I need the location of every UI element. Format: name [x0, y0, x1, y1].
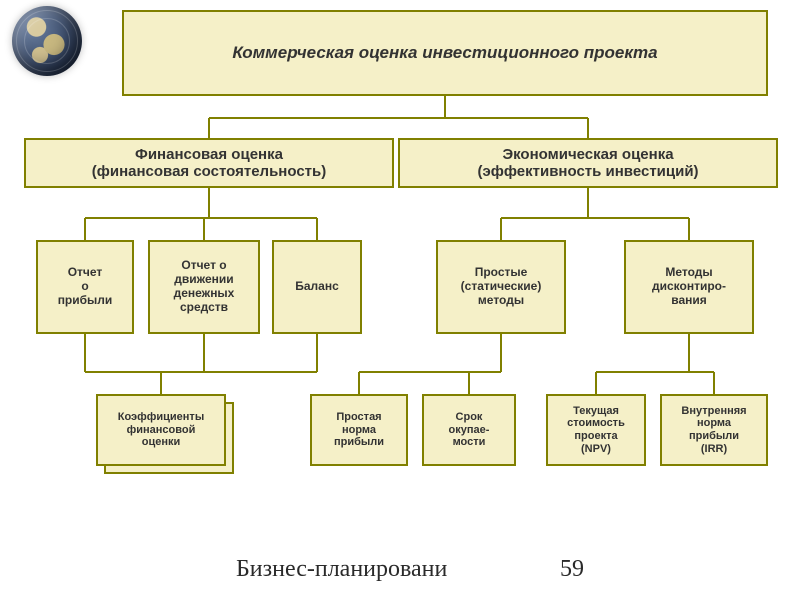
node-coef: Коэффициенты финансовой оценки: [96, 394, 226, 466]
text-line: средств: [174, 301, 235, 315]
node-simple-rate: Простая норма прибыли: [310, 394, 408, 466]
node-text: Простые (статические) методы: [461, 266, 542, 307]
text-line: вания: [652, 294, 726, 308]
text-line: дисконтиро-: [652, 280, 726, 294]
text-line: мости: [449, 436, 490, 449]
text-line: Отчет о: [174, 259, 235, 273]
text-line: норма: [334, 424, 384, 437]
text-line: Коэффициенты: [118, 411, 204, 424]
text-line: денежных: [174, 287, 235, 301]
node-text: Отчет о движении денежных средств: [174, 259, 235, 314]
text-line: (статические): [461, 280, 542, 294]
text-line: движении: [174, 273, 235, 287]
text-line: проекта: [567, 430, 625, 443]
text-line: Экономическая оценка: [477, 146, 698, 163]
node-fin-balance: Баланс: [272, 240, 362, 334]
text-line: Простые: [461, 266, 542, 280]
node-econ: Экономическая оценка (эффективность инве…: [398, 138, 778, 188]
node-fin: Финансовая оценка (финансовая состоятель…: [24, 138, 394, 188]
node-econ-static: Простые (статические) методы: [436, 240, 566, 334]
node-econ-text: Экономическая оценка (эффективность инве…: [477, 146, 698, 181]
node-fin-cash: Отчет о движении денежных средств: [148, 240, 260, 334]
text-line: методы: [461, 294, 542, 308]
text-line: (эффективность инвестиций): [477, 163, 698, 180]
text-line: прибыли: [681, 430, 746, 443]
text-line: (финансовая состоятельность): [92, 163, 326, 180]
text-line: (NPV): [567, 443, 625, 456]
node-text: Внутренняя норма прибыли (IRR): [681, 405, 746, 456]
node-text: Коэффициенты финансовой оценки: [118, 411, 204, 449]
page-number: 59: [560, 556, 584, 583]
text-line: Внутренняя: [681, 405, 746, 418]
globe-icon: [12, 6, 82, 76]
text-line: норма: [681, 417, 746, 430]
node-text: Методы дисконтиро- вания: [652, 266, 726, 307]
text-line: Финансовая оценка: [92, 146, 326, 163]
node-fin-text: Финансовая оценка (финансовая состоятель…: [92, 146, 326, 181]
node-npv: Текущая стоимость проекта (NPV): [546, 394, 646, 466]
node-text: Срок окупае- мости: [449, 411, 490, 449]
text-line: окупае-: [449, 424, 490, 437]
text-line: Текущая: [567, 405, 625, 418]
text-line: финансовой: [118, 424, 204, 437]
node-econ-discount: Методы дисконтиро- вания: [624, 240, 754, 334]
text-line: (IRR): [681, 443, 746, 456]
node-text: Отчет о прибыли: [58, 266, 113, 307]
title-text: Коммерческая оценка инвестиционного прое…: [232, 43, 657, 63]
node-payback: Срок окупае- мости: [422, 394, 516, 466]
node-text: Текущая стоимость проекта (NPV): [567, 405, 625, 456]
node-text: Простая норма прибыли: [334, 411, 384, 449]
text-line: Отчет: [58, 266, 113, 280]
text-line: о: [58, 280, 113, 294]
text-line: Баланс: [295, 280, 339, 294]
text-line: Срок: [449, 411, 490, 424]
text-line: Методы: [652, 266, 726, 280]
node-text: Баланс: [295, 280, 339, 294]
title-box: Коммерческая оценка инвестиционного прое…: [122, 10, 768, 96]
text-line: оценки: [118, 436, 204, 449]
text-line: Простая: [334, 411, 384, 424]
node-irr: Внутренняя норма прибыли (IRR): [660, 394, 768, 466]
text-line: прибыли: [58, 294, 113, 308]
text-line: прибыли: [334, 436, 384, 449]
footer-label: Бизнес-планировани: [236, 556, 447, 583]
node-fin-profit: Отчет о прибыли: [36, 240, 134, 334]
text-line: стоимость: [567, 417, 625, 430]
